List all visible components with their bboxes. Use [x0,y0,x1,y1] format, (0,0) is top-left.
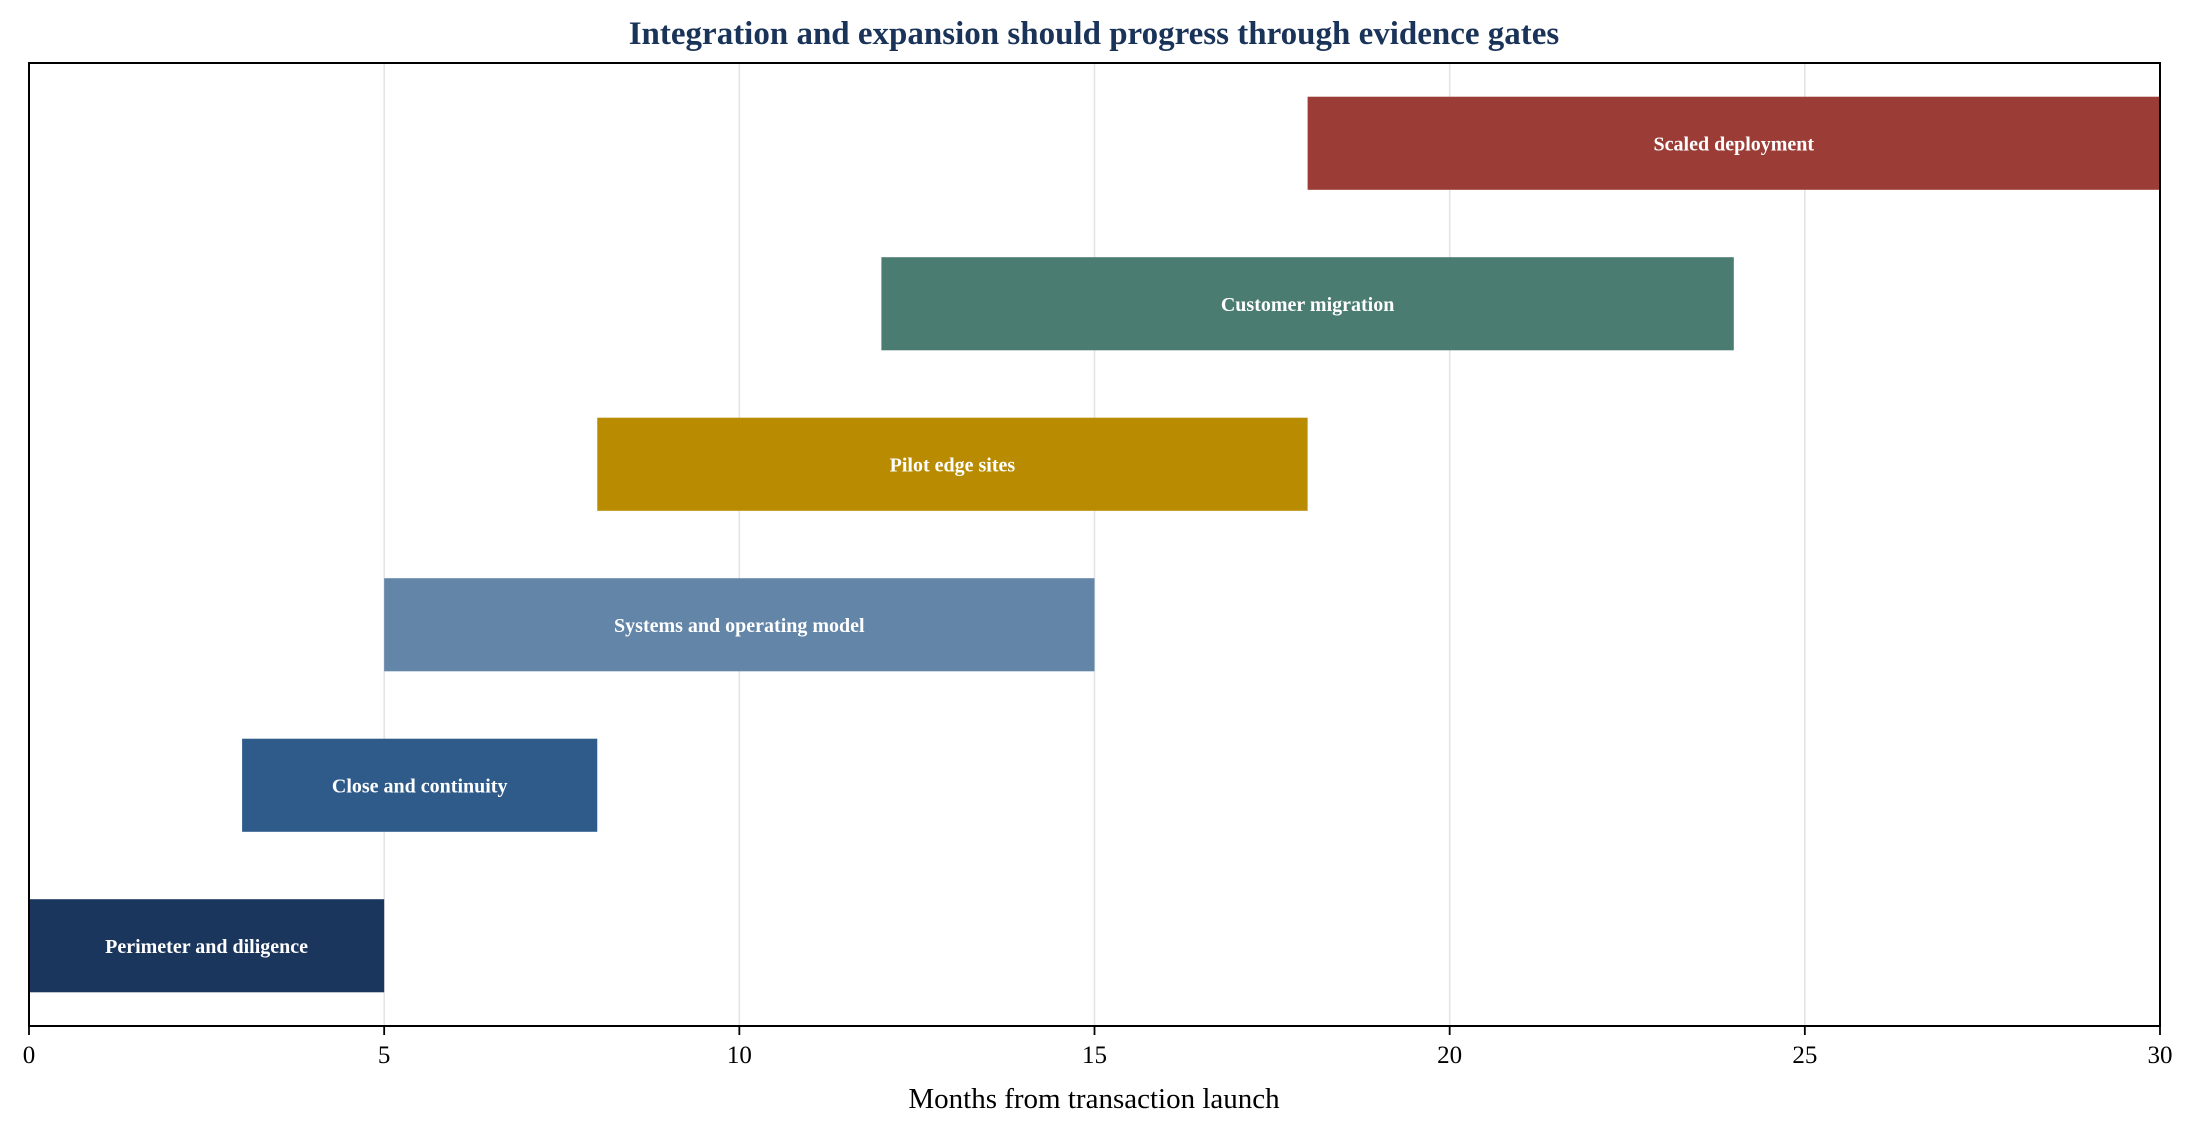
x-axis-label: Months from transaction launch [908,1083,1280,1115]
x-tick-label: 25 [1792,1042,1817,1069]
gantt-bar [1307,96,2160,190]
grid-layer [383,63,1806,1026]
gantt-bar [384,578,1095,672]
gantt-bar [597,417,1308,511]
gantt-bar-label: Scaled deployment [1654,133,1815,155]
chart-title: Integration and expansion should progres… [629,16,1560,52]
x-axis-ticks: 0 5 10 15 20 25 30 [23,1026,2173,1069]
gantt-bar-label: Systems and operating model [614,615,865,637]
gantt-bar-label: Perimeter and diligence [105,936,308,958]
gantt-bar [242,738,598,832]
x-tick-label: 15 [1082,1042,1107,1069]
x-tick-label: 0 [23,1042,36,1069]
gantt-bar-label: Customer migration [1221,294,1395,316]
x-tick-label: 10 [727,1042,752,1069]
x-tick-label: 5 [378,1042,391,1069]
x-tick-label: 20 [1437,1042,1462,1069]
gantt-bar [29,899,385,993]
gantt-bar-label: Pilot edge sites [890,454,1016,476]
bar-layer: Perimeter and diligence Close and continu… [29,96,2160,993]
x-tick-label: 30 [2148,1042,2173,1069]
gantt-bar [881,257,1734,351]
gantt-bar-label: Close and continuity [332,775,508,797]
